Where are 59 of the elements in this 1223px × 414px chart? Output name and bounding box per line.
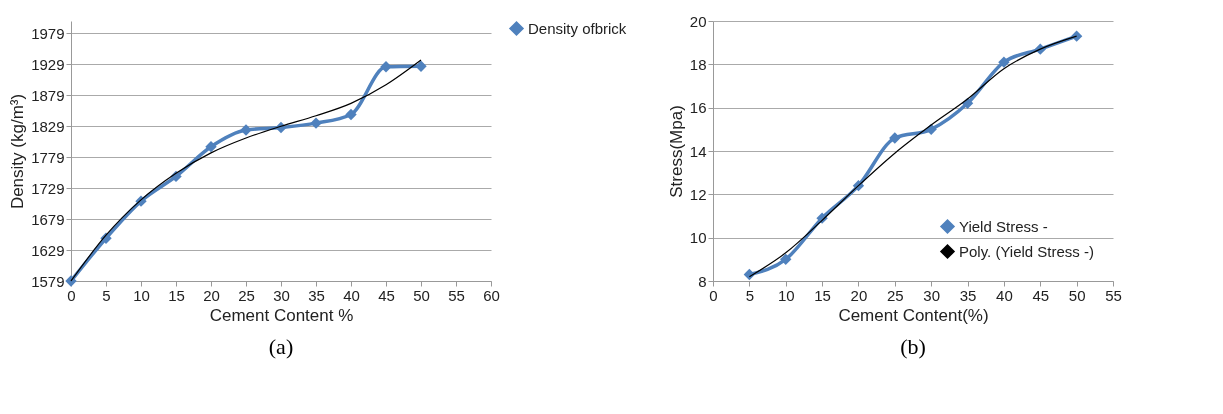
y-axis-title: Density (kg/m³) xyxy=(8,93,28,210)
x-tick-label: 40 xyxy=(996,286,1013,304)
x-tick-label: 5 xyxy=(102,286,111,304)
x-tick-label: 35 xyxy=(959,286,977,304)
legend-label: Poly. (Yield Stress -) xyxy=(959,242,1095,260)
point xyxy=(780,253,792,266)
point xyxy=(345,108,357,121)
x-tick-label: 25 xyxy=(238,286,255,304)
x-tick-label: 10 xyxy=(133,286,150,304)
x-tick-label: 50 xyxy=(1068,286,1086,304)
y-tick-label: 12 xyxy=(689,185,707,203)
x-axis-title: Cement Content(%) xyxy=(838,305,989,325)
x-tick-label: 25 xyxy=(886,286,904,304)
y-tick-label: 1629 xyxy=(31,241,65,259)
text: (b) xyxy=(900,334,926,359)
y-tick-label: 1979 xyxy=(31,24,65,42)
legend-label: Yield Stress - xyxy=(959,217,1048,235)
x-axis-title: Cement Content % xyxy=(209,305,354,325)
x-tick-label: 15 xyxy=(168,286,185,304)
y-tick-label: 18 xyxy=(689,55,707,73)
x-tick-label: 45 xyxy=(378,286,395,304)
x-tick-label: 35 xyxy=(308,286,325,304)
x-tick-label: 5 xyxy=(745,286,755,304)
y-axis-title: Stress(Mpa) xyxy=(666,105,686,198)
point xyxy=(240,124,252,136)
point xyxy=(310,117,322,129)
x-tick-label: 45 xyxy=(1032,286,1050,304)
point xyxy=(205,140,217,153)
x-tick-label: 0 xyxy=(709,286,718,304)
y-tick-label: 10 xyxy=(689,229,707,247)
y-tick-label: 1879 xyxy=(31,86,65,104)
y-tick-label: 8 xyxy=(698,272,707,290)
y-tick-label: 1779 xyxy=(31,148,65,166)
x-tick-label: 30 xyxy=(273,286,290,304)
y-tick-label: 1729 xyxy=(31,179,65,197)
x-tick-label: 0 xyxy=(67,286,76,304)
y-tick-label: 14 xyxy=(689,142,707,160)
y-tick-label: 1829 xyxy=(31,117,65,135)
point xyxy=(998,56,1010,68)
x-tick-label: 50 xyxy=(413,286,430,304)
x-tick-label: 10 xyxy=(777,286,795,304)
point xyxy=(889,132,901,144)
text: (a) xyxy=(268,334,294,359)
x-tick-label: 30 xyxy=(923,286,941,304)
x-tick-label: 15 xyxy=(814,286,831,304)
y-tick-label: 20 xyxy=(689,12,707,30)
point xyxy=(380,61,392,73)
y-tick-label: 1929 xyxy=(31,55,65,73)
y-tick-label: 16 xyxy=(689,99,707,117)
y-tick-label: 1679 xyxy=(31,210,65,228)
x-tick-label: 20 xyxy=(850,286,868,304)
x-tick-label: 20 xyxy=(203,286,220,304)
legend-label: Density ofbrick xyxy=(528,19,627,37)
x-tick-label: 40 xyxy=(343,286,360,304)
point xyxy=(1070,30,1083,42)
x-tick-label: 55 xyxy=(1105,286,1122,304)
x-tick-label: 60 xyxy=(483,286,500,304)
x-tick-label: 55 xyxy=(448,286,465,304)
y-tick-label: 1579 xyxy=(31,272,65,290)
